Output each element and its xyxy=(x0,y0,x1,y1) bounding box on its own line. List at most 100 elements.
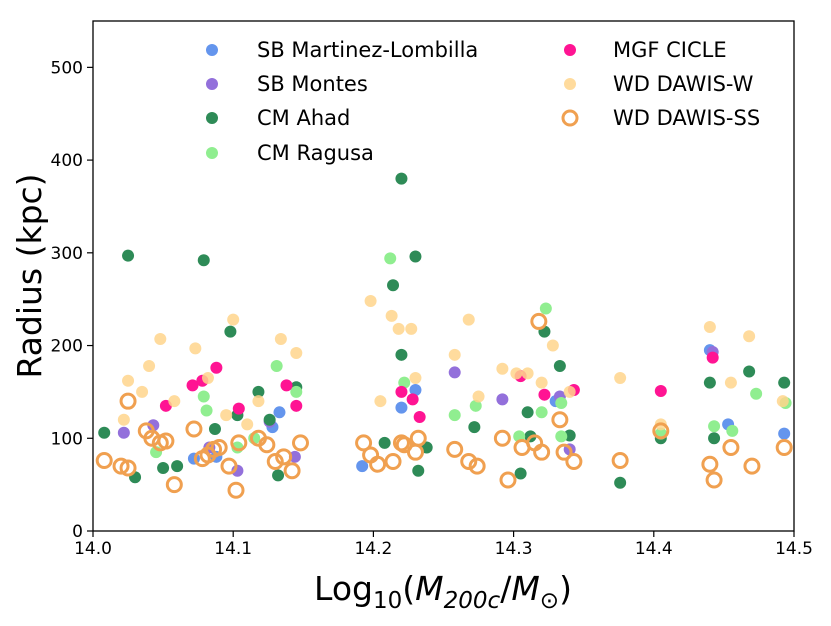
data-point-mgf-cicle xyxy=(706,351,719,364)
data-point-wd-dawis-ss xyxy=(384,452,402,470)
x-axis-title-base: 10 xyxy=(373,588,402,614)
data-point-wd-dawis-w xyxy=(136,385,149,398)
data-point-cm-ahad xyxy=(514,467,527,480)
data-point-wd-dawis-w xyxy=(614,372,627,384)
legend-label-wd-dawis-ss: WD DAWIS-SS xyxy=(613,106,760,130)
y-tick-label: 200 xyxy=(51,337,83,357)
data-point-cm-ahad xyxy=(171,460,184,473)
data-point-wd-dawis-ss xyxy=(722,439,740,457)
data-point-cm-ahad xyxy=(208,423,221,435)
data-point-wd-dawis-w xyxy=(168,395,181,408)
data-point-wd-dawis-w xyxy=(189,342,202,355)
x-axis-title-mass-sub: 200c xyxy=(444,588,501,614)
x-tick-label: 14.5 xyxy=(775,539,813,559)
data-point-wd-dawis-w xyxy=(374,395,387,408)
x-axis: 14.0 14.1 14.2 14.3 14.4 14.5 xyxy=(74,531,813,559)
data-point-wd-dawis-ss xyxy=(652,422,670,440)
data-point-wd-dawis-w xyxy=(462,313,475,326)
data-point-cm-ragusa xyxy=(384,252,397,265)
legend-marker-sb-montes xyxy=(206,78,218,90)
data-point-cm-ahad xyxy=(521,406,534,419)
y-axis-title: Radius (kpc) xyxy=(10,173,49,378)
data-point-wd-dawis-w xyxy=(448,348,461,361)
x-tick-label: 14.0 xyxy=(74,539,112,559)
data-point-cm-ragusa xyxy=(200,404,213,417)
legend-marker-mgf-cicle xyxy=(564,44,576,56)
data-point-cm-ragusa xyxy=(398,376,411,389)
data-point-wd-dawis-w xyxy=(252,395,265,408)
legend-label-cm-ragusa: CM Ragusa xyxy=(257,141,374,165)
data-point-sb-martinez-lombilla xyxy=(273,406,286,419)
series-wd-dawis-ss xyxy=(95,312,793,499)
legend-item-wd-dawis-ss: WD DAWIS-SS xyxy=(561,106,760,130)
y-axis: 0 100 200 300 400 500 xyxy=(51,58,93,542)
data-point-wd-dawis-w xyxy=(122,374,135,387)
data-point-wd-dawis-w xyxy=(117,413,130,426)
data-point-wd-dawis-ss xyxy=(493,429,511,447)
legend-marker-sb-martinez-lombilla xyxy=(206,44,218,56)
data-point-wd-dawis-w xyxy=(290,346,303,359)
y-tick-label: 400 xyxy=(51,151,83,171)
data-point-sb-montes xyxy=(496,393,509,406)
legend-label-cm-ahad: CM Ahad xyxy=(257,106,350,130)
data-point-wd-dawis-ss xyxy=(210,439,228,457)
data-point-mgf-cicle xyxy=(406,393,419,406)
data-point-mgf-cicle xyxy=(210,361,223,374)
data-point-cm-ahad xyxy=(252,385,265,398)
data-point-cm-ahad xyxy=(412,464,425,477)
legend-label-sb-montes: SB Montes xyxy=(257,72,368,96)
y-tick-label: 100 xyxy=(51,429,83,449)
x-tick-label: 14.3 xyxy=(495,539,533,559)
data-point-sb-martinez-lombilla xyxy=(778,427,791,440)
data-point-sb-montes xyxy=(147,419,160,432)
data-point-cm-ahad xyxy=(224,325,237,338)
data-point-cm-ragusa xyxy=(535,406,548,419)
legend-marker-cm-ragusa xyxy=(206,147,218,159)
data-point-cm-ragusa xyxy=(555,397,568,410)
data-point-wd-dawis-ss xyxy=(446,440,464,458)
x-axis-title: Log10(M200c/M⊙) xyxy=(314,569,572,614)
data-point-wd-dawis-w xyxy=(409,372,422,384)
y-tick-label: 300 xyxy=(51,244,83,264)
data-point-mgf-cicle xyxy=(413,410,426,423)
data-point-sb-martinez-lombilla xyxy=(409,384,422,397)
data-point-wd-dawis-w xyxy=(143,359,156,372)
legend-item-sb-montes: SB Montes xyxy=(206,72,368,96)
legend-label-mgf-cicle: MGF CICLE xyxy=(613,38,727,62)
data-point-cm-ahad xyxy=(263,413,276,426)
data-point-cm-ahad xyxy=(122,249,135,262)
legend-marker-wd-dawis-ss xyxy=(561,109,579,127)
data-point-wd-dawis-w xyxy=(546,339,559,352)
data-point-cm-ahad xyxy=(708,432,721,445)
data-point-wd-dawis-ss xyxy=(468,457,486,475)
legend-item-cm-ahad: CM Ahad xyxy=(206,106,350,130)
data-point-wd-dawis-ss xyxy=(499,471,517,489)
y-tick-label: 500 xyxy=(51,58,83,78)
data-point-wd-dawis-ss xyxy=(283,462,301,480)
data-point-wd-dawis-ss xyxy=(185,420,203,438)
data-point-cm-ahad xyxy=(553,359,566,372)
data-point-wd-dawis-w xyxy=(703,321,716,333)
legend-item-mgf-cicle: MGF CICLE xyxy=(564,38,727,62)
data-point-wd-dawis-w xyxy=(220,409,233,422)
data-point-sb-martinez-lombilla xyxy=(395,401,408,414)
data-point-cm-ragusa xyxy=(197,390,210,403)
data-point-wd-dawis-w xyxy=(724,376,737,389)
legend-label-sb-martinez-lombilla: SB Martinez-Lombilla xyxy=(257,38,478,62)
data-point-wd-dawis-w xyxy=(364,295,377,308)
x-axis-title-solar-mass: M xyxy=(511,569,539,608)
x-axis-title-mass: M xyxy=(415,569,443,608)
data-point-wd-dawis-ss xyxy=(392,434,410,452)
data-point-wd-dawis-w xyxy=(227,313,240,326)
data-point-cm-ahad xyxy=(197,254,210,267)
data-point-wd-dawis-ss xyxy=(775,439,793,457)
data-point-wd-dawis-ss xyxy=(119,392,137,410)
data-point-wd-dawis-ss xyxy=(406,443,424,461)
data-point-mgf-cicle xyxy=(538,388,551,401)
data-point-cm-ragusa xyxy=(270,359,283,372)
series-wd-dawis-w xyxy=(117,295,789,431)
data-point-wd-dawis-ss xyxy=(743,457,761,475)
data-point-cm-ahad xyxy=(468,421,481,434)
data-point-cm-ragusa xyxy=(726,424,739,437)
